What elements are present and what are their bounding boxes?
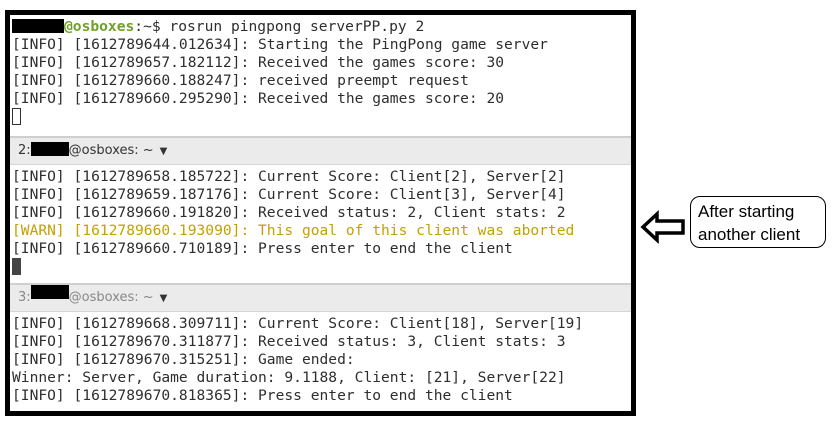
pane-client-2[interactable]: [INFO] [1612789668.309711]: Current Scor… — [10, 312, 631, 411]
terminal-window[interactable]: @osboxes:~$ rosrun pingpong serverPP.py … — [5, 10, 636, 416]
pane-tab-2[interactable]: 2: @osboxes: ~ ▼ — [10, 136, 631, 165]
chevron-down-icon[interactable]: ▼ — [159, 146, 168, 157]
pane-client-1[interactable]: [INFO] [1612789658.185722]: Current Scor… — [10, 165, 631, 285]
prompt-host: @osboxes — [64, 18, 135, 35]
log-line: [INFO] [1612789670.311877]: Received sta… — [12, 333, 566, 350]
redacted-username — [30, 285, 69, 299]
log-line: [INFO] [1612789670.315251]: Game ended: — [12, 351, 355, 368]
tab-number: 2: — [18, 143, 31, 158]
pane-server[interactable]: @osboxes:~$ rosrun pingpong serverPP.py … — [10, 15, 631, 139]
log-line: [INFO] [1612789660.191820]: Received sta… — [12, 204, 566, 221]
tab-number: 3: — [18, 290, 31, 305]
callout-text: After starting — [698, 202, 795, 221]
prompt-command: :~$ rosrun pingpong serverPP.py 2 — [134, 18, 425, 35]
log-line: [INFO] [1612789660.188247]: received pre… — [12, 72, 469, 89]
log-line: [INFO] [1612789660.710189]: Press enter … — [12, 240, 513, 257]
cursor — [12, 258, 21, 275]
callout-text: another client — [698, 225, 801, 244]
log-line: [INFO] [1612789668.309711]: Current Scor… — [12, 315, 584, 332]
tab-title: @osboxes: ~ — [68, 143, 154, 158]
log-line: [INFO] [1612789660.295290]: Received the… — [12, 90, 505, 107]
cursor — [12, 108, 21, 125]
log-line: [INFO] [1612789659.187176]: Current Scor… — [12, 186, 566, 203]
chevron-down-icon[interactable]: ▼ — [159, 293, 168, 304]
redacted-username — [30, 142, 69, 156]
log-line: Winner: Server, Game duration: 9.1188, C… — [12, 369, 566, 386]
pane-tab-3[interactable]: 3: @osboxes: ~ ▼ — [10, 283, 631, 312]
log-line: [INFO] [1612789670.818365]: Press enter … — [12, 387, 513, 404]
warn-line: [WARN] [1612789660.193090]: This goal of… — [12, 222, 575, 239]
tab-title: @osboxes: ~ — [68, 290, 154, 305]
annotation-callout: After starting another client — [690, 196, 826, 248]
log-line: [INFO] [1612789644.012634]: Starting the… — [12, 36, 548, 53]
log-line: [INFO] [1612789658.185722]: Current Scor… — [12, 168, 566, 185]
log-line: [INFO] [1612789657.182112]: Received the… — [12, 54, 505, 71]
redacted-username — [12, 19, 64, 33]
arrow-left-icon — [640, 210, 685, 244]
prompt-line: @osboxes:~$ rosrun pingpong serverPP.py … — [12, 18, 424, 36]
